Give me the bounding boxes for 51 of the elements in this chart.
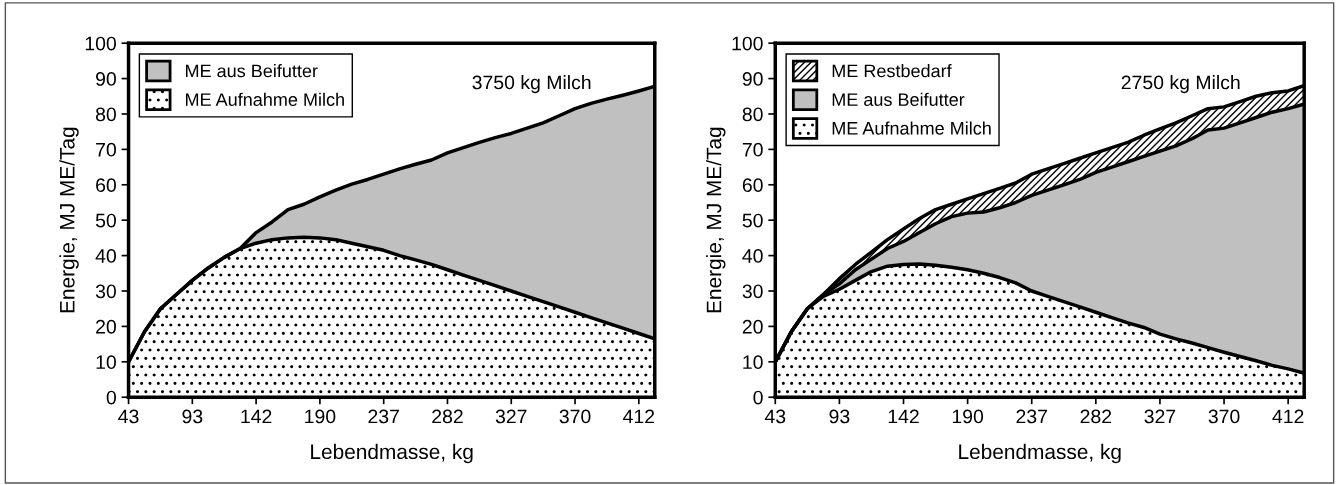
x-tick-label: 327 (1144, 409, 1176, 424)
x-tick-label: 412 (623, 409, 655, 424)
y-tick-label: 60 (96, 178, 116, 193)
y-axis-title: Energie, MJ ME/Tag (706, 127, 726, 313)
y-tick-label: 20 (96, 319, 116, 334)
x-tick-label: 43 (118, 409, 139, 424)
x-tick-label: 412 (1272, 409, 1304, 424)
legend-label: ME Aufnahme Milch (186, 92, 344, 106)
y-tick-label: 0 (106, 390, 116, 405)
y-tick-label: 30 (742, 284, 763, 299)
x-tick-label: 237 (1016, 409, 1047, 424)
y-tick-label: 60 (742, 178, 763, 193)
y-tick-label: 0 (753, 390, 763, 405)
x-tick-label: 327 (495, 409, 527, 424)
y-tick-label: 40 (95, 249, 116, 263)
x-tick-label: 370 (1208, 409, 1240, 424)
y-tick-label: 20 (742, 319, 763, 334)
x-tick-label: 142 (888, 409, 919, 424)
x-tick-label: 93 (182, 409, 203, 424)
x-axis-title: Lebendmasse, kg (311, 443, 473, 464)
x-tick-label: 142 (241, 409, 272, 424)
x-tick-label: 282 (432, 409, 463, 424)
x-tick-label: 43 (764, 409, 786, 424)
x-tick-label: 370 (559, 409, 591, 424)
y-tick-label: 100 (732, 36, 763, 51)
x-tick-label: 237 (368, 409, 399, 424)
annotation: 2750 kg Milch (1121, 75, 1240, 94)
x-tick-label: 282 (1080, 409, 1112, 424)
y-tick-label: 100 (85, 36, 116, 51)
legend-label: ME Aufnahme Milch (832, 121, 991, 135)
x-tick-label: 93 (829, 409, 850, 424)
legend-label: ME Restbedarf (832, 64, 952, 78)
y-tick-label: 10 (743, 355, 763, 370)
legend-label: ME aus Beifutter (832, 92, 965, 106)
x-axis-title: Lebendmasse, kg (959, 443, 1121, 464)
y-tick-label: 30 (95, 284, 116, 299)
y-axis-title: Energie, MJ ME/Tag (59, 127, 79, 313)
y-tick-label: 40 (742, 249, 763, 263)
y-tick-label: 70 (742, 142, 763, 157)
legend-label: ME aus Beifutter (186, 64, 318, 78)
y-tick-label: 50 (742, 213, 763, 228)
x-tick-label: 190 (305, 409, 336, 424)
y-tick-label: 90 (742, 72, 763, 86)
annotation: 3750 kg Milch (472, 75, 591, 94)
y-tick-label: 10 (96, 355, 116, 370)
y-tick-label: 90 (96, 72, 116, 86)
y-tick-label: 70 (96, 142, 116, 157)
y-tick-label: 50 (95, 213, 116, 228)
y-tick-label: 80 (95, 107, 116, 122)
x-tick-label: 190 (952, 409, 984, 424)
y-tick-label: 80 (742, 107, 763, 122)
